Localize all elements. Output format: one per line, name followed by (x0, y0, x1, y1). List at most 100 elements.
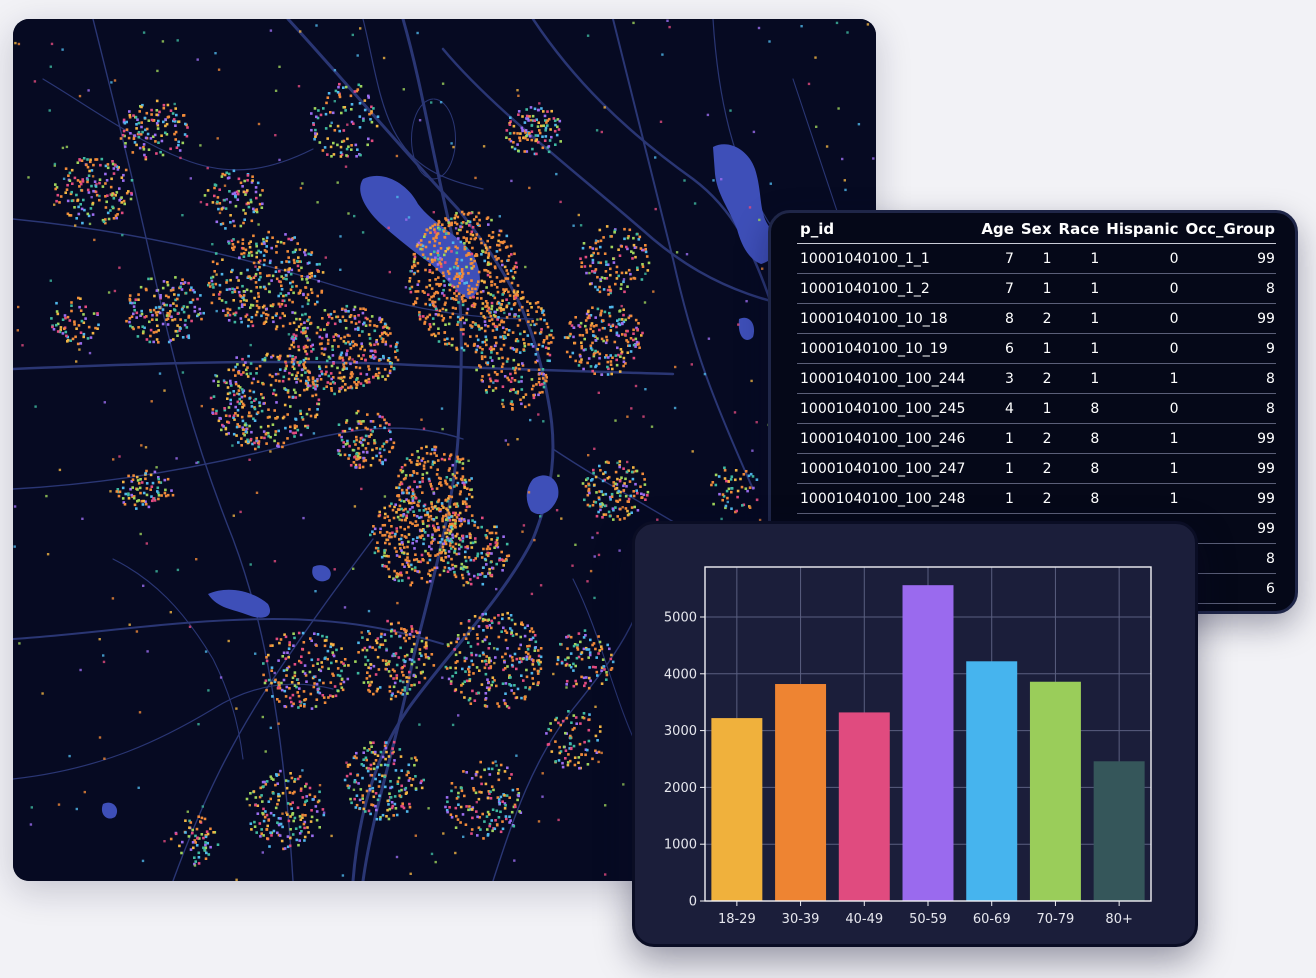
population-dot (605, 335, 608, 339)
population-dot (402, 806, 406, 810)
population-dot (361, 797, 364, 800)
population-dot (66, 335, 69, 339)
population-dot (303, 664, 307, 667)
population-dot (501, 263, 504, 267)
population-dot (523, 344, 527, 348)
population-dot (559, 723, 562, 727)
population-dot (288, 347, 292, 350)
population-dot (286, 667, 289, 670)
population-dot (536, 134, 540, 137)
population-dot (489, 379, 493, 383)
population-dot (254, 272, 258, 276)
population-dot (145, 493, 149, 497)
population-dot (470, 659, 473, 663)
population-dot (413, 569, 417, 572)
population-dot (510, 810, 514, 814)
population-dot (432, 303, 435, 306)
population-dot (318, 342, 322, 346)
population-dot (476, 834, 479, 837)
population-dot (528, 135, 532, 138)
population-map[interactable] (13, 19, 876, 881)
population-dot (281, 299, 285, 302)
population-dot (442, 317, 446, 320)
population-dot (202, 846, 205, 850)
population-dot (284, 360, 287, 364)
population-dot (395, 550, 398, 553)
population-dot (482, 629, 485, 632)
population-dot (461, 457, 465, 461)
population-dot (632, 356, 636, 360)
population-dot (350, 148, 353, 151)
population-dot (321, 665, 324, 669)
population-dot (543, 114, 547, 118)
population-dot (150, 485, 154, 488)
population-dot (515, 696, 519, 699)
population-dot (474, 773, 478, 776)
population-dot (587, 648, 591, 651)
population-dot (484, 659, 487, 663)
population-dot (572, 669, 575, 672)
population-dot (606, 477, 610, 480)
population-dot (342, 86, 345, 89)
population-dot (69, 214, 73, 217)
population-dot (267, 653, 270, 657)
population-dot (285, 260, 288, 263)
population-dot (386, 619, 389, 623)
population-dot (218, 297, 221, 300)
population-dot (180, 282, 183, 285)
population-dot (104, 195, 107, 198)
road (92, 19, 294, 881)
population-dot (278, 684, 281, 687)
population-dot (416, 261, 420, 265)
population-dot (376, 115, 380, 118)
population-dot (68, 214, 71, 217)
population-dot (315, 413, 319, 416)
population-dot (387, 817, 391, 821)
population-dot (78, 158, 81, 161)
population-dot (405, 516, 408, 519)
population-dot (413, 756, 417, 759)
population-dot (159, 294, 162, 297)
population-dot (594, 316, 597, 319)
population-dot (486, 270, 490, 273)
population-dot (578, 767, 581, 770)
population-dot (141, 503, 145, 506)
population-dot (468, 493, 471, 496)
population-dot (312, 685, 316, 689)
population-dot (258, 272, 262, 275)
population-dot (287, 292, 290, 295)
population-dot (386, 764, 390, 767)
population-dot (68, 319, 72, 322)
population-dot (292, 362, 296, 366)
population-dot (290, 681, 294, 684)
population-dot (436, 263, 440, 266)
population-dot (573, 726, 576, 730)
population-dot (275, 244, 278, 248)
population-dot (580, 358, 583, 361)
population-dot (194, 834, 197, 838)
population-dot (310, 707, 314, 710)
population-dot (518, 660, 521, 664)
population-dot (569, 665, 573, 669)
population-dot (362, 764, 365, 767)
population-dot (134, 298, 138, 301)
population-dot (296, 264, 300, 268)
population-dot (308, 261, 311, 265)
population-dot (165, 122, 169, 126)
population-dot (301, 796, 305, 799)
population-dot (437, 297, 441, 301)
population-dot (477, 280, 480, 283)
population-dot (255, 286, 258, 289)
population-dot (577, 364, 581, 367)
population-dot (280, 284, 283, 288)
population-dot (163, 303, 166, 307)
population-dot (484, 251, 488, 254)
population-dot (493, 265, 497, 268)
population-dot (627, 469, 630, 472)
population-dot (498, 802, 501, 805)
population-dot (437, 257, 440, 261)
population-dot (154, 311, 158, 314)
population-dot (182, 282, 185, 285)
population-dot (254, 447, 257, 451)
population-dot (572, 335, 575, 339)
